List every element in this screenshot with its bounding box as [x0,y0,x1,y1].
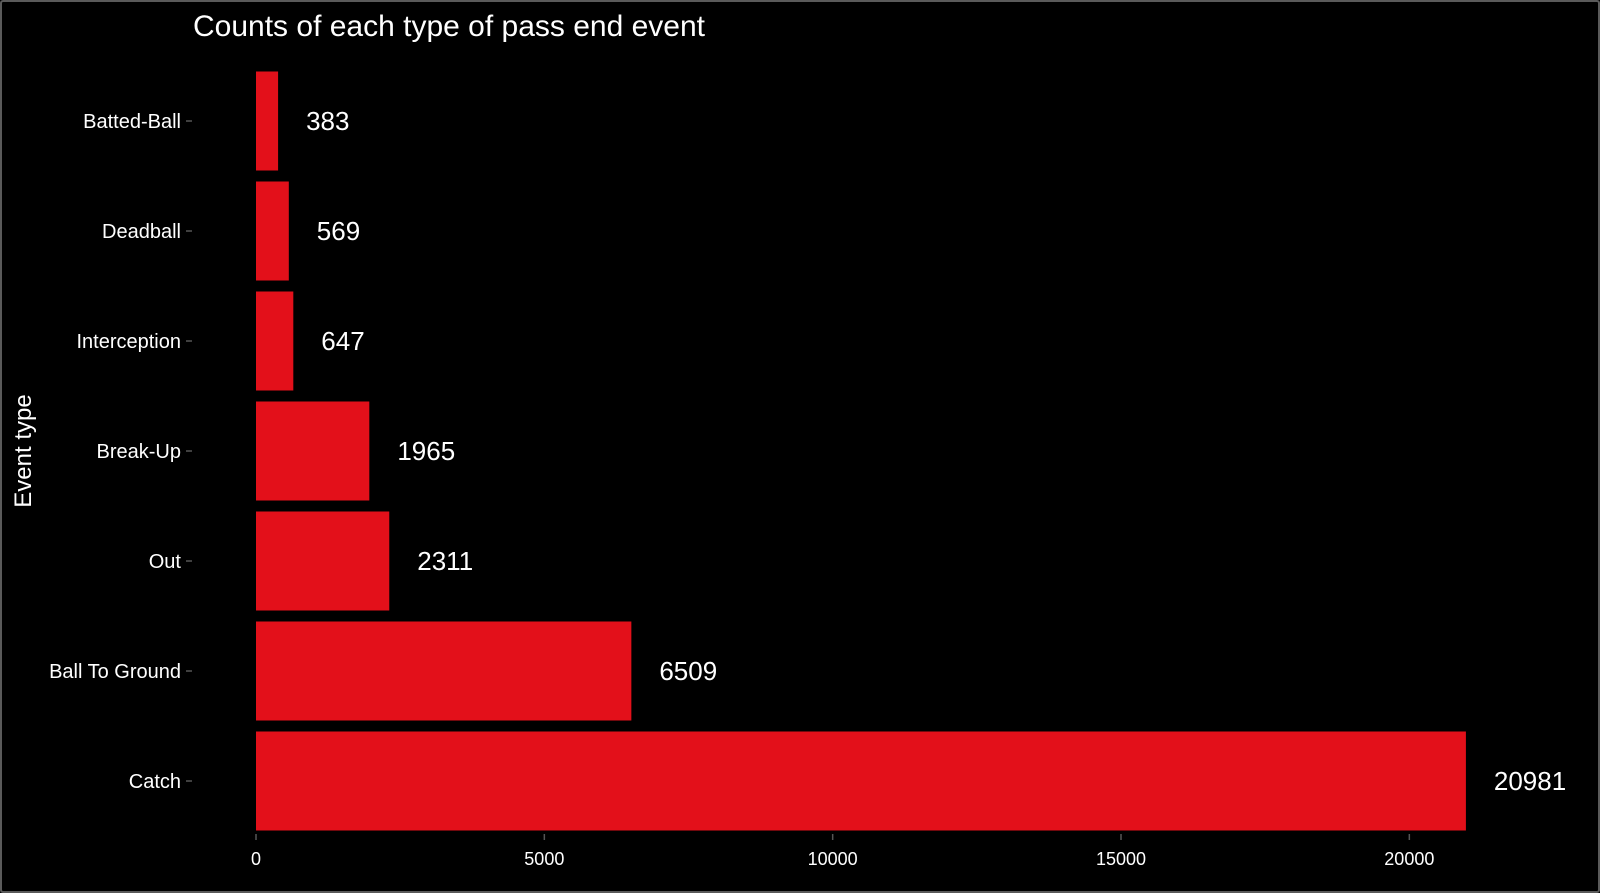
value-label-out: 2311 [417,546,473,576]
bar-catch [256,731,1466,831]
category-label-break-up: Break-Up [97,441,181,463]
value-label-deadball: 569 [317,216,360,246]
x-tick-label-10000: 10000 [808,849,858,869]
value-axis: 0 5000 10000 15000 20000 [251,834,1434,869]
x-tick-label-0: 0 [251,849,261,869]
category-axis: Batted-Ball Deadball Interception Break-Up O… [49,111,192,793]
category-label-deadball: Deadball [102,221,181,243]
bar-out [256,511,390,611]
x-tick-label-15000: 15000 [1096,849,1146,869]
x-tick-label-5000: 5000 [524,849,564,869]
value-label-break-up: 1965 [397,436,455,466]
value-label-interception: 647 [321,326,364,356]
value-label-ball-to-ground: 6509 [659,656,717,686]
value-label-catch: 20981 [1494,766,1566,796]
category-label-batted-ball: Batted-Ball [83,111,181,133]
value-label-batted-ball: 383 [306,106,349,136]
bar-break-up [256,401,370,501]
bar-ball-to-ground [256,621,632,721]
bar-batted-ball [256,71,279,171]
bar-interception [256,291,294,391]
category-label-out: Out [149,551,182,573]
category-label-ball-to-ground: Ball To Ground [49,661,181,683]
y-axis-label: Event type [10,394,37,507]
chart-title: Counts of each type of pass end event [193,10,706,43]
bars-layer: 383 569 647 1965 2311 6509 20981 [256,71,1566,831]
bar-deadball [256,181,289,281]
x-tick-label-20000: 20000 [1384,849,1434,869]
category-label-catch: Catch [129,771,181,793]
category-label-interception: Interception [76,331,181,353]
